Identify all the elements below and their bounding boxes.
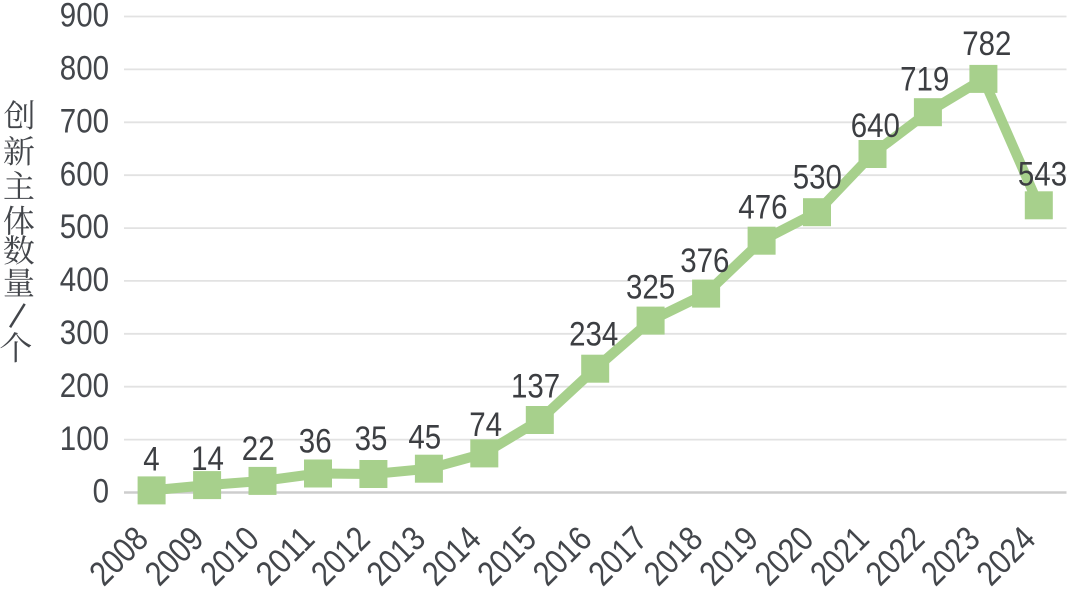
svg-text:640: 640 xyxy=(851,107,900,145)
svg-text:530: 530 xyxy=(793,158,842,196)
svg-text:400: 400 xyxy=(60,261,109,299)
svg-text:500: 500 xyxy=(60,208,109,246)
svg-text:22: 22 xyxy=(242,430,275,468)
svg-text:782: 782 xyxy=(962,25,1011,63)
svg-text:14: 14 xyxy=(191,440,224,478)
svg-text:45: 45 xyxy=(408,418,441,456)
svg-text:476: 476 xyxy=(738,188,787,226)
svg-text:234: 234 xyxy=(569,315,618,353)
svg-text:800: 800 xyxy=(60,50,109,88)
svg-text:0: 0 xyxy=(93,473,109,511)
svg-text:74: 74 xyxy=(469,406,502,444)
svg-text:300: 300 xyxy=(60,314,109,352)
svg-text:600: 600 xyxy=(60,155,109,193)
svg-text:719: 719 xyxy=(900,61,949,99)
svg-text:325: 325 xyxy=(626,268,675,306)
svg-text:700: 700 xyxy=(60,103,109,141)
svg-text:35: 35 xyxy=(355,420,388,458)
svg-text:36: 36 xyxy=(299,423,332,461)
svg-text:543: 543 xyxy=(1018,156,1067,194)
svg-text:4: 4 xyxy=(143,440,159,478)
svg-text:200: 200 xyxy=(60,367,109,405)
svg-text:137: 137 xyxy=(511,368,560,406)
svg-text:100: 100 xyxy=(60,420,109,458)
svg-text:900: 900 xyxy=(60,0,109,35)
svg-text:376: 376 xyxy=(680,242,729,280)
